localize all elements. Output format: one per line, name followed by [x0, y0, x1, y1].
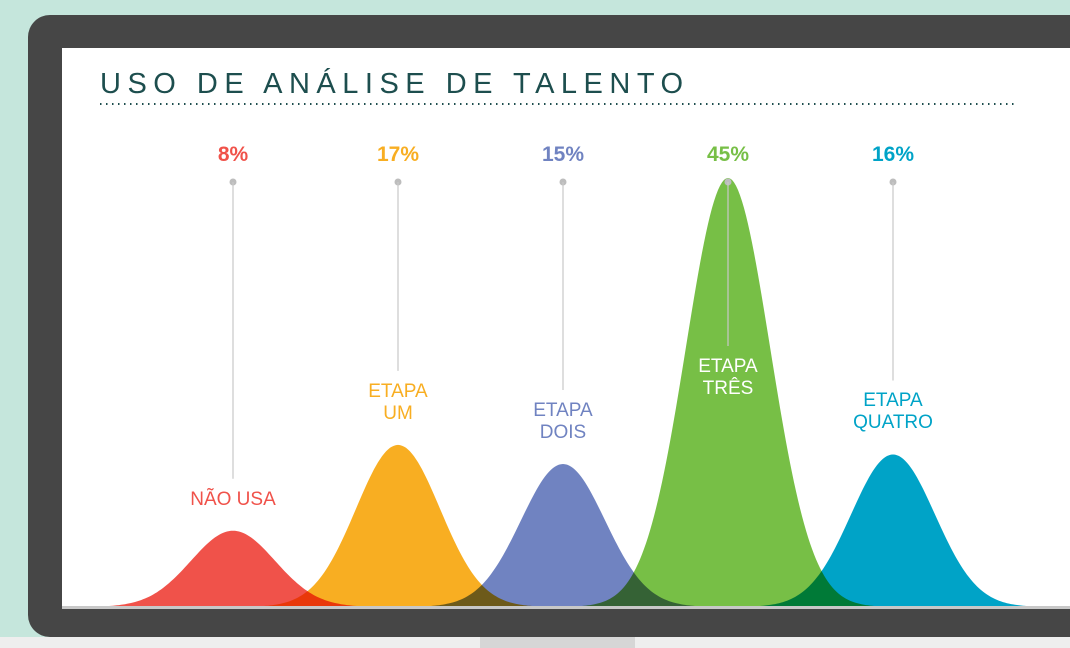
monitor-stand	[480, 637, 635, 648]
category-label: ETAPA TRÊS	[648, 356, 808, 400]
value-label: 45%	[678, 143, 778, 167]
page: USO DE ANÁLISE DE TALENTO 8% NÃO USA 17% ET…	[0, 0, 1070, 648]
value-label: 16%	[843, 143, 943, 167]
value-label: 8%	[183, 143, 283, 167]
baseline	[62, 606, 1070, 609]
category-label: ETAPA QUATRO	[813, 390, 973, 434]
value-label: 15%	[513, 143, 613, 167]
infographic: USO DE ANÁLISE DE TALENTO 8% NÃO USA 17% ET…	[0, 0, 1070, 648]
category-label: NÃO USA	[153, 489, 313, 511]
value-label: 17%	[348, 143, 448, 167]
category-label: ETAPA UM	[318, 381, 478, 425]
chart-title: USO DE ANÁLISE DE TALENTO	[100, 68, 690, 101]
category-label: ETAPA DOIS	[483, 400, 643, 444]
